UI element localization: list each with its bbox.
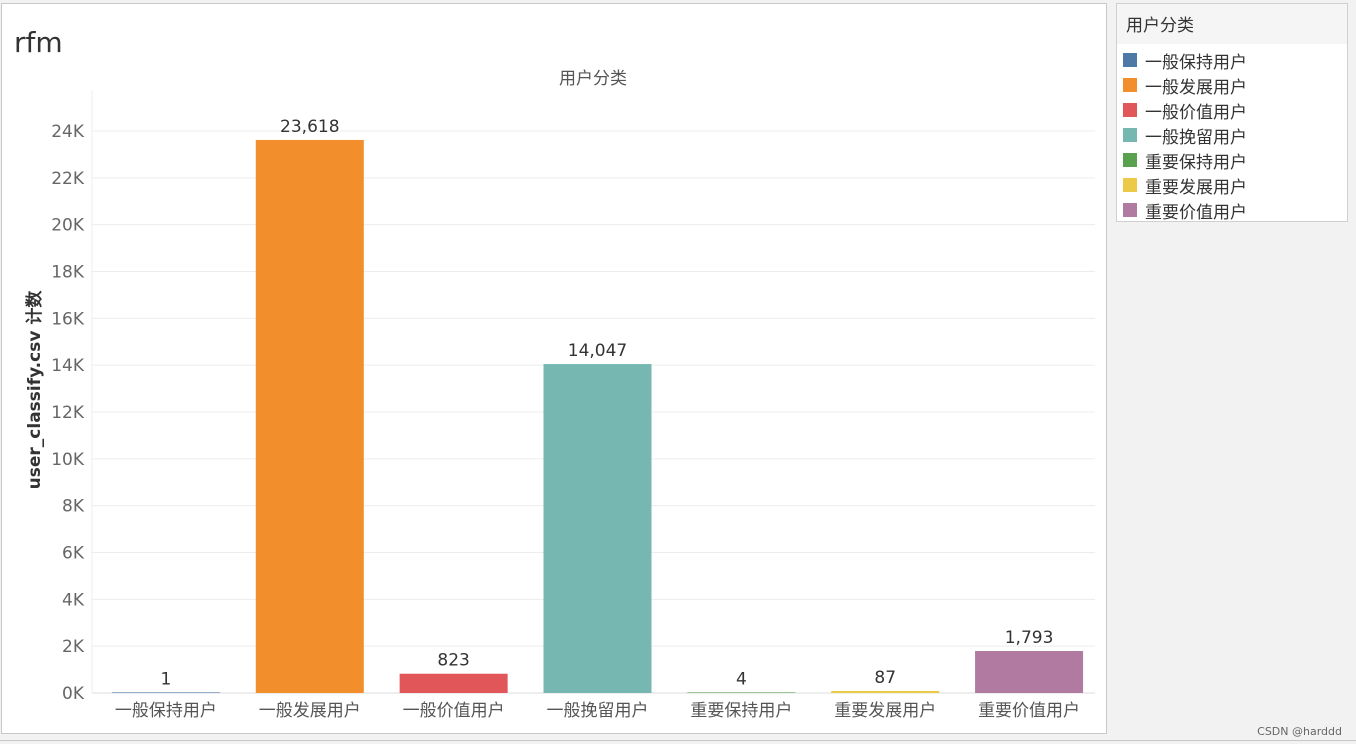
bar-3: [399, 673, 508, 693]
y-tick-label: 4K: [62, 590, 85, 610]
legend-swatch: [1123, 153, 1137, 167]
data-label: 23,618: [280, 117, 339, 137]
y-tick-label: 10K: [51, 450, 85, 470]
legend-item-3[interactable]: 一般挽留用户: [1123, 124, 1247, 148]
legend-label: 重要发展用户: [1145, 177, 1247, 198]
legend-swatch: [1123, 103, 1137, 117]
legend: 用户分类 一般保持用户 一般发展用户 一般价值用户 一般挽留用户 重要保持用户 …: [1116, 3, 1348, 223]
legend-swatch: [1123, 53, 1137, 67]
legend-swatch: [1123, 128, 1137, 142]
legend-item-5[interactable]: 重要发展用户: [1123, 174, 1247, 198]
legend-swatch: [1123, 78, 1137, 92]
bar-1: [111, 692, 220, 693]
legend-label: 一般挽留用户: [1145, 127, 1247, 148]
bar-6: [831, 690, 940, 693]
legend-item-2[interactable]: 一般价值用户: [1123, 99, 1247, 123]
bottom-divider: [0, 740, 1356, 741]
y-tick-label: 8K: [62, 497, 85, 517]
legend-label: 一般发展用户: [1145, 77, 1247, 98]
y-tick-label: 18K: [51, 263, 85, 283]
legend-item-1[interactable]: 一般发展用户: [1123, 74, 1247, 98]
y-tick-label: 22K: [51, 169, 85, 189]
x-tick-label: 重要保持用户: [690, 701, 792, 721]
watermark: CSDN @harddd: [1257, 725, 1342, 738]
data-label: 87: [874, 668, 896, 688]
y-tick-label: 16K: [51, 309, 85, 329]
x-tick-label: 一般保持用户: [115, 701, 217, 721]
legend-item-6[interactable]: 重要价值用户: [1123, 199, 1247, 223]
legend-label: 一般价值用户: [1145, 102, 1247, 123]
bar-chart: 用户分类 0K 2K 4K 6K 8K 10K 12K 14K 16K 18K 20K 22K 24K us…: [24, 69, 1095, 721]
legend-label: 一般保持用户: [1145, 52, 1247, 73]
x-tick-label: 重要发展用户: [834, 701, 936, 721]
data-label: 1: [161, 669, 172, 689]
data-label: 14,047: [568, 341, 627, 361]
bar-4: [543, 364, 652, 693]
bar-5: [687, 692, 796, 693]
legend-item-4[interactable]: 重要保持用户: [1123, 149, 1247, 173]
y-tick-label: 24K: [51, 122, 85, 142]
y-tick-label: 2K: [62, 637, 85, 657]
sheet-title: rfm: [14, 26, 63, 59]
x-tick-label: 重要价值用户: [978, 701, 1080, 721]
data-label: 823: [437, 651, 469, 671]
x-tick-label: 一般挽留用户: [547, 701, 649, 721]
y-tick-label: 20K: [51, 216, 85, 236]
data-label: 4: [736, 669, 747, 689]
data-label: 1,793: [1005, 628, 1054, 648]
legend-swatch: [1123, 203, 1137, 217]
x-tick-label: 一般价值用户: [403, 701, 505, 721]
y-tick-label: 6K: [62, 544, 85, 564]
bar-7: [975, 651, 1084, 693]
bar-2: [255, 139, 364, 693]
legend-swatch: [1123, 178, 1137, 192]
chart-title: 用户分类: [559, 69, 627, 89]
legend-item-0[interactable]: 一般保持用户: [1123, 49, 1247, 73]
x-tick-label: 一般发展用户: [259, 701, 361, 721]
legend-label: 重要保持用户: [1145, 152, 1247, 173]
legend-title: 用户分类: [1117, 4, 1347, 44]
y-tick-label: 0K: [62, 684, 85, 704]
y-axis-label: user_classify.csv 计数: [24, 290, 45, 490]
legend-label: 重要价值用户: [1145, 202, 1247, 223]
y-tick-label: 14K: [51, 356, 85, 376]
y-tick-label: 12K: [51, 403, 85, 423]
